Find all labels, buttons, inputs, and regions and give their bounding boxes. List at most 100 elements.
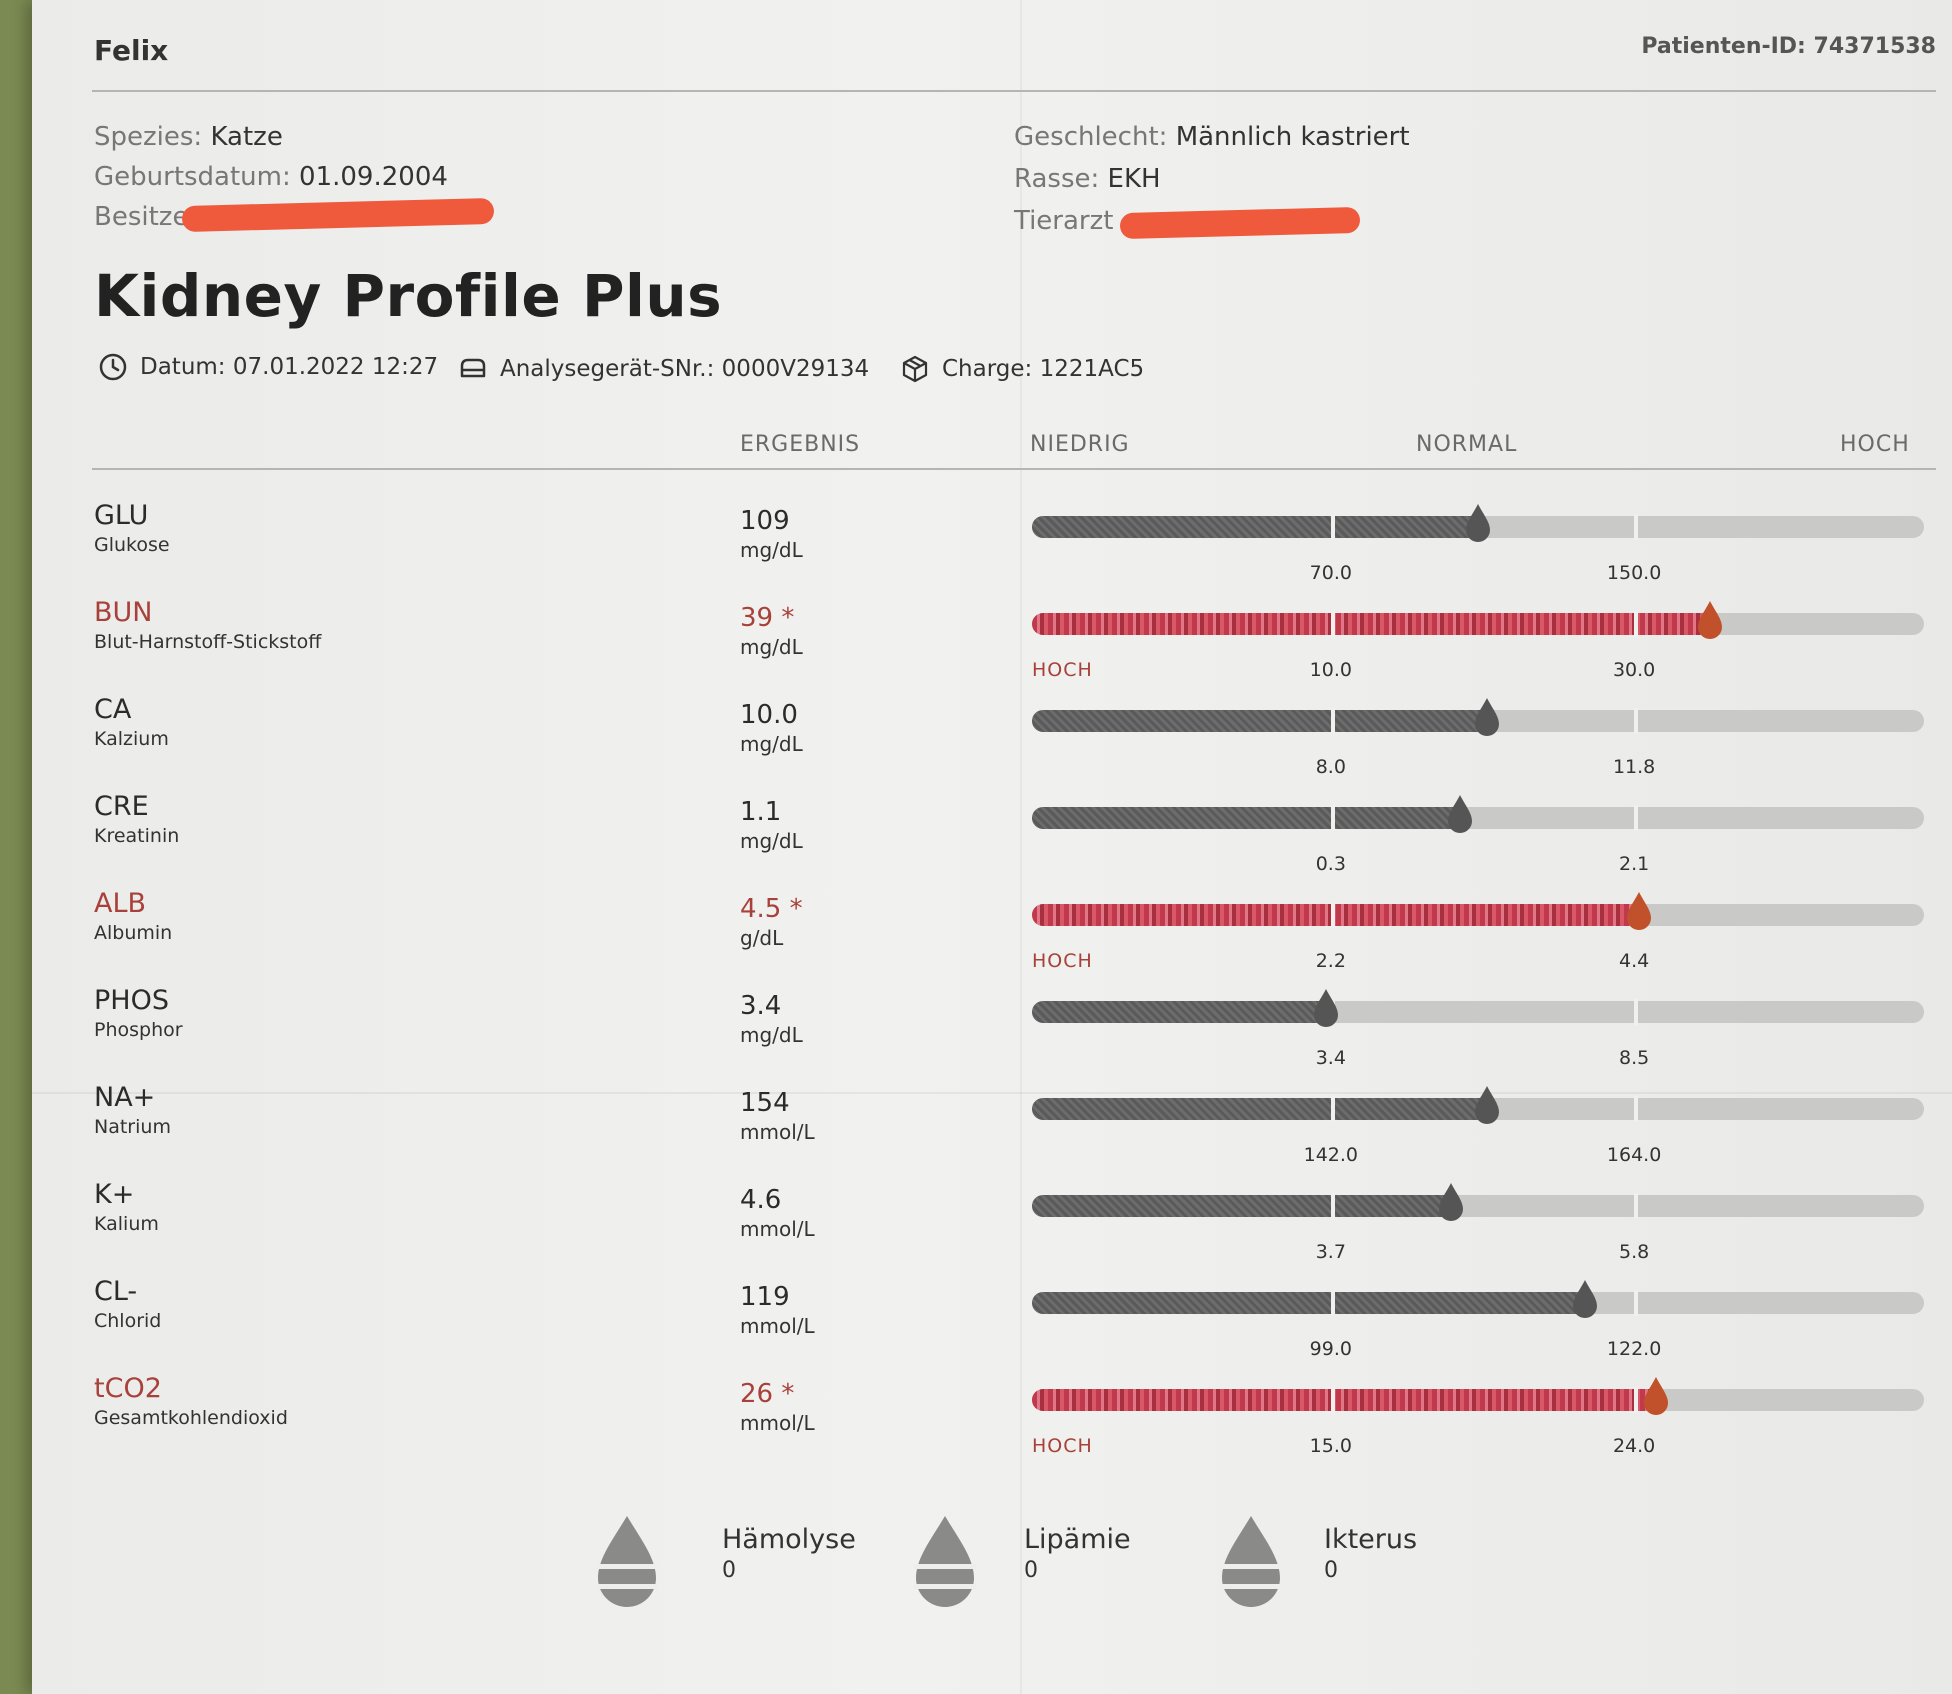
- analyte-name: Albumin: [94, 922, 173, 944]
- range-bar: 3.4 8.5: [1032, 989, 1924, 1069]
- device-meta: Analysegerät-SNr.: 0000V29134: [458, 354, 869, 384]
- range-tick-high: [1634, 1193, 1639, 1219]
- range-tick-high: [1634, 514, 1639, 540]
- range-fill: [1032, 613, 1710, 635]
- hemolysis-label: Hämolyse: [722, 1524, 856, 1555]
- result-marker-icon: [1644, 1377, 1669, 1415]
- range-track: [1032, 805, 1924, 831]
- analyte-name: Kalium: [94, 1213, 159, 1235]
- vet-redaction: [1119, 206, 1361, 240]
- range-fill: [1032, 1292, 1586, 1314]
- result-row: NA+ Natrium 154 mmol/L 142.0 164.0: [32, 1082, 1952, 1178]
- result-marker-icon: [1697, 601, 1722, 639]
- species-value: Katze: [210, 122, 283, 152]
- analyte-code: BUN: [94, 597, 153, 628]
- range-track: [1032, 1290, 1924, 1316]
- result-unit: mmol/L: [740, 1217, 815, 1241]
- result-value: 4.6: [740, 1185, 782, 1215]
- result-marker-icon: [1626, 892, 1651, 930]
- range-low-label: 70.0: [1309, 562, 1352, 584]
- owner-line: Besitzer: [94, 202, 199, 232]
- result-value: 10.0: [740, 700, 798, 730]
- range-tick-high: [1634, 1096, 1639, 1122]
- range-low-label: 0.3: [1315, 853, 1346, 875]
- report-batch: Charge: 1221AC5: [942, 356, 1145, 382]
- analyte-name: Phosphor: [94, 1019, 183, 1041]
- range-fill: [1032, 807, 1461, 829]
- result-unit: mg/dL: [740, 635, 803, 659]
- range-tick-low: [1330, 1290, 1335, 1316]
- range-tick-high: [1634, 1290, 1639, 1316]
- result-marker-icon: [1573, 1280, 1598, 1318]
- breed-line: Rasse: EKH: [1014, 164, 1161, 194]
- range-fill: [1032, 904, 1639, 926]
- range-high-label: 11.8: [1612, 756, 1656, 778]
- result-row: K+ Kalium 4.6 mmol/L 3.7 5.8: [32, 1179, 1952, 1275]
- analyte-code: NA+: [94, 1082, 156, 1113]
- range-low-label: 15.0: [1309, 1435, 1352, 1457]
- range-fill: [1032, 1195, 1452, 1217]
- breed-value: EKH: [1107, 164, 1161, 194]
- range-tick-low: [1330, 708, 1335, 734]
- analyte-name: Glukose: [94, 534, 170, 556]
- range-tick-high: [1634, 1387, 1639, 1413]
- range-track: [1032, 999, 1924, 1025]
- analyte-code: K+: [94, 1179, 135, 1210]
- range-fill: [1032, 1098, 1487, 1120]
- lipemia-label: Lipämie: [1024, 1524, 1131, 1555]
- result-value: 39 *: [740, 603, 795, 633]
- owner-label: Besitzer: [94, 202, 200, 232]
- range-low-label: 10.0: [1309, 659, 1352, 681]
- range-track: [1032, 902, 1924, 928]
- result-marker-icon: [1439, 1183, 1464, 1221]
- col-result: ERGEBNIS: [740, 432, 861, 457]
- range-tick-low: [1330, 805, 1335, 831]
- range-high-label: 4.4: [1618, 950, 1650, 972]
- report-date: Datum: 07.01.2022 12:27: [140, 354, 439, 380]
- analyte-name: Natrium: [94, 1116, 171, 1138]
- range-high-label: 164.0: [1606, 1144, 1662, 1166]
- paper-fold-horizontal: [32, 1092, 1952, 1094]
- result-flag: HOCH: [1032, 1435, 1093, 1457]
- drop-icon: [1220, 1516, 1282, 1607]
- range-tick-low: [1330, 1387, 1335, 1413]
- header-rule: [92, 90, 1936, 92]
- range-tick-low: [1330, 1096, 1335, 1122]
- sex-line: Geschlecht: Männlich kastriert: [1014, 122, 1410, 152]
- paper-fold-vertical: [1020, 0, 1022, 1694]
- range-track: [1032, 611, 1924, 637]
- result-value: 4.5 *: [740, 894, 803, 924]
- analyte-name: Blut-Harnstoff-Stickstoff: [94, 631, 322, 653]
- range-tick-low: [1330, 611, 1335, 637]
- result-row: CL- Chlorid 119 mmol/L 99.0 122.0: [32, 1276, 1952, 1372]
- range-low-label: 3.4: [1315, 1047, 1346, 1069]
- result-unit: mmol/L: [740, 1314, 815, 1338]
- range-tick-low: [1330, 902, 1335, 928]
- result-unit: mg/dL: [740, 538, 803, 562]
- range-tick-low: [1330, 514, 1335, 540]
- range-high-label: 8.5: [1618, 1047, 1650, 1069]
- result-row: GLU Glukose 109 mg/dL 70.0 150.0: [32, 500, 1952, 596]
- result-value: 1.1: [740, 797, 782, 827]
- range-high-label: 2.1: [1618, 853, 1650, 875]
- result-value: 119: [740, 1282, 790, 1312]
- range-bar: 142.0 164.0: [1032, 1086, 1924, 1166]
- result-row: tCO2 Gesamtkohlendioxid 26 * mmol/L 15.0 24.0…: [32, 1373, 1952, 1469]
- range-track: [1032, 1387, 1924, 1413]
- package-icon: [902, 355, 928, 383]
- drop-icon: [596, 1516, 658, 1607]
- range-bar: 2.2 4.4: [1032, 892, 1924, 972]
- birth-line: Geburtsdatum: 01.09.2004: [94, 162, 448, 192]
- result-marker-icon: [1474, 698, 1499, 736]
- analyte-name: Kalzium: [94, 728, 169, 750]
- hemolysis-value: 0: [722, 1558, 736, 1583]
- range-bar: 0.3 2.1: [1032, 795, 1924, 875]
- result-flag: HOCH: [1032, 950, 1093, 972]
- result-unit: mg/dL: [740, 829, 803, 853]
- analyte-code: tCO2: [94, 1373, 162, 1404]
- analyzer-icon: [460, 358, 486, 378]
- analyte-code: CA: [94, 694, 132, 725]
- lipemia-value: 0: [1024, 1558, 1038, 1583]
- analyte-name: Kreatinin: [94, 825, 180, 847]
- col-normal: NORMAL: [1416, 432, 1518, 457]
